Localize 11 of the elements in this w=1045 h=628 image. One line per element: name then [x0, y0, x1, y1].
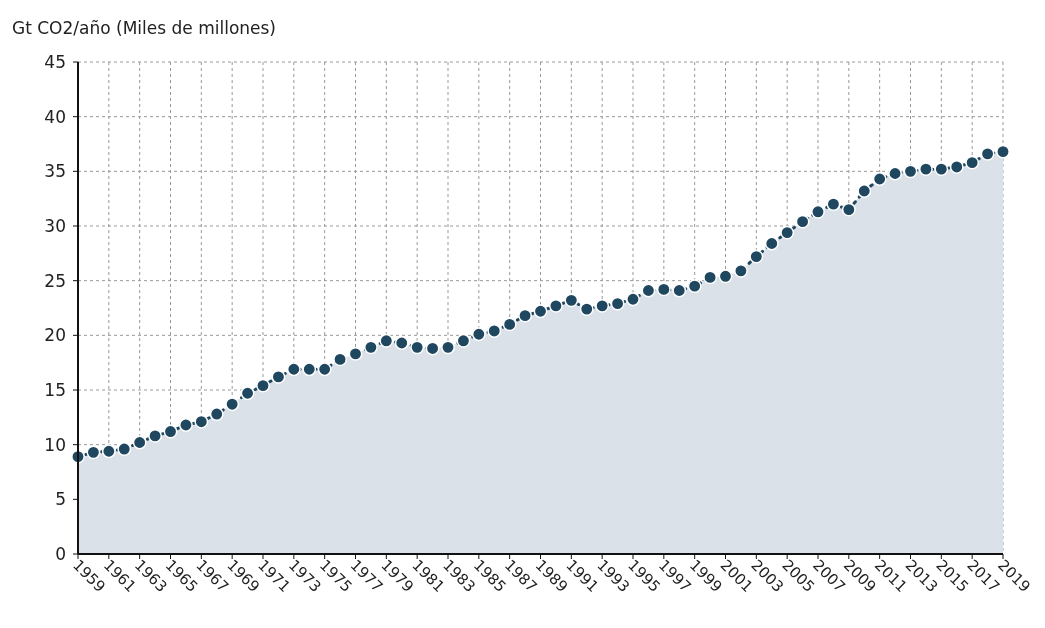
y-axis-title: Gt CO2/año (Miles de millones)	[12, 18, 277, 38]
y-tick-label: 15	[44, 379, 66, 400]
y-tick-label: 25	[44, 270, 66, 291]
y-tick-label: 20	[44, 325, 66, 346]
y-tick-label: 35	[44, 161, 66, 182]
y-tick-label: 40	[44, 106, 66, 127]
y-tick-label: 5	[55, 489, 66, 510]
y-tick-label: 10	[44, 434, 66, 455]
y-tick-label: 0	[55, 543, 66, 564]
y-tick-label: 30	[44, 215, 66, 236]
y-tick-label: 45	[44, 51, 66, 72]
